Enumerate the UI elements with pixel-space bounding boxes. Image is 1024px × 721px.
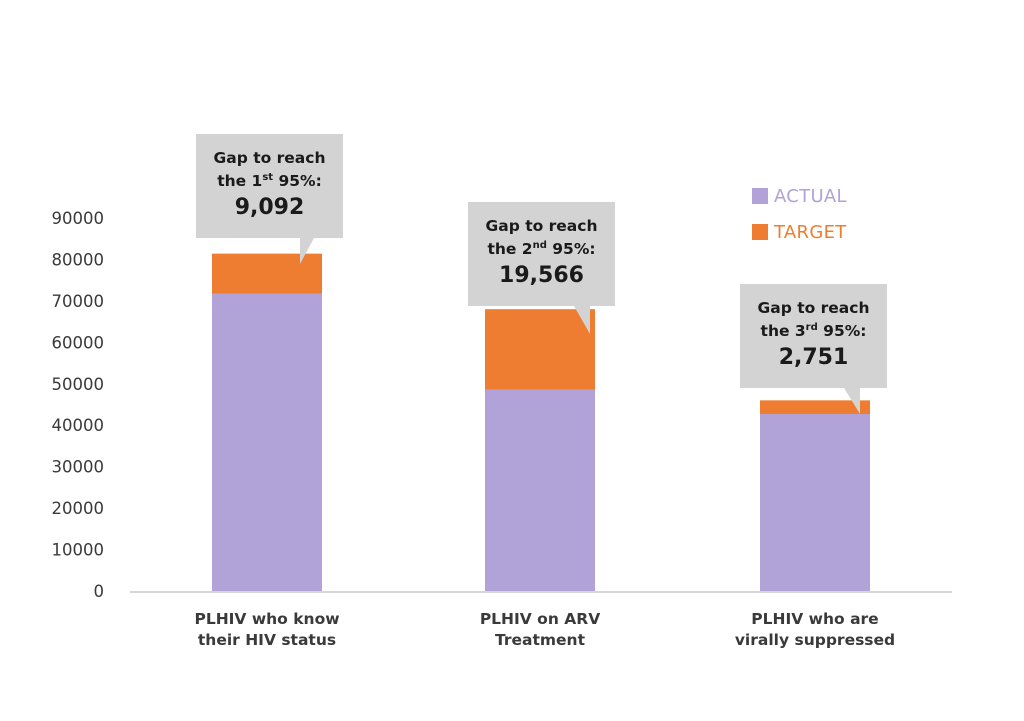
legend-swatch-target [752, 224, 768, 240]
x-tick-label: PLHIV who are [751, 610, 878, 628]
y-tick-label: 20000 [52, 499, 105, 518]
legend-item-target: TARGET [752, 214, 847, 250]
y-tick-label: 10000 [52, 541, 105, 560]
bar-target-3 [760, 400, 870, 415]
y-tick-label: 60000 [52, 333, 105, 352]
y-tick-label: 70000 [52, 292, 105, 311]
y-tick-label: 30000 [52, 458, 105, 477]
callout-line1: Gap to reach [485, 217, 598, 235]
y-tick-label: 40000 [52, 416, 105, 435]
callout-value: 19,566 [499, 263, 584, 289]
callout-pointer [574, 306, 590, 334]
legend-label-actual: ACTUAL [774, 185, 847, 207]
x-tick-label: PLHIV who know [194, 610, 339, 628]
x-tick-label: virally suppressed [735, 631, 895, 649]
gap-callout-2: Gap to reach the 2nd 95%: 19,566 [468, 202, 615, 334]
legend-label-target: TARGET [774, 221, 847, 243]
callout-value: 2,751 [778, 345, 849, 371]
y-tick-label: 80000 [52, 250, 105, 269]
callout-line2: the 2nd 95%: [487, 240, 596, 259]
bar-actual-1 [212, 293, 322, 591]
callout-value: 9,092 [234, 195, 305, 221]
legend-swatch-actual [752, 188, 768, 204]
callout-line2: the 3rd 95%: [760, 322, 867, 341]
y-tick-label: 50000 [52, 375, 105, 394]
gap-callout-1: Gap to reach the 1st 95%: 9,092 [196, 134, 343, 264]
callout-pointer [300, 238, 314, 264]
bar-actual-3 [760, 414, 870, 591]
callout-line1: Gap to reach [757, 299, 870, 317]
y-tick-label: 90000 [52, 209, 105, 228]
callout-line1: Gap to reach [213, 149, 326, 167]
legend-item-actual: ACTUAL [752, 178, 847, 214]
gap-callout-3: Gap to reach the 3rd 95%: 2,751 [740, 284, 887, 414]
bar-actual-2 [485, 389, 595, 591]
x-tick-label: their HIV status [198, 631, 336, 649]
x-tick-label: PLHIV on ARV [480, 610, 600, 628]
x-tick-label: Treatment [495, 631, 586, 649]
callout-pointer [844, 388, 860, 414]
y-tick-label: 0 [94, 582, 105, 601]
legend: ACTUAL TARGET [752, 178, 847, 250]
callout-line2: the 1st 95%: [217, 172, 322, 191]
